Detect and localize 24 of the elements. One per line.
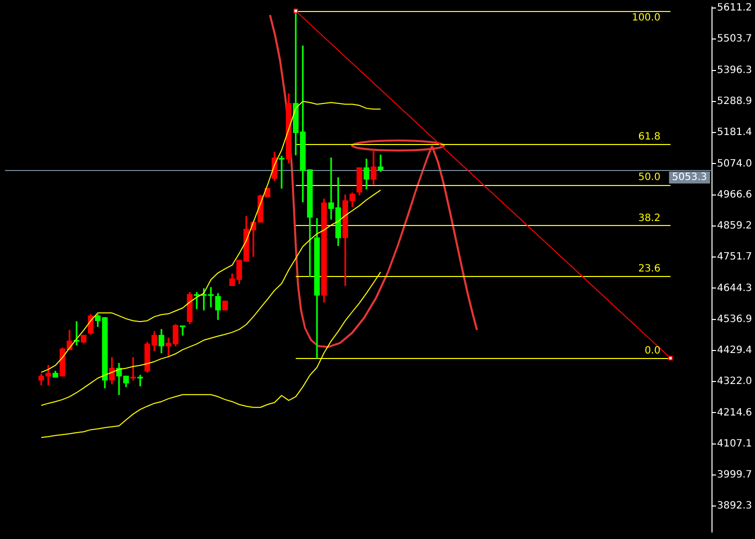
y-tick-label: 4751.7	[717, 252, 752, 263]
y-tick-label: 4322.0	[717, 376, 752, 388]
y-tick-label: 4966.6	[717, 189, 752, 200]
y-tick-label: 4536.9	[717, 314, 752, 325]
y-tick-label: 5288.9	[717, 96, 752, 107]
annotation: 50.0	[638, 172, 660, 184]
y-tick-label: 3999.7	[717, 470, 752, 481]
y-tick-label: 4429.4	[717, 345, 752, 356]
y-tick-label: 4859.2	[717, 220, 752, 232]
y-tick-label: 5074.0	[717, 158, 752, 170]
y-tick-label: 5503.7	[717, 34, 752, 45]
y-tick-label: 4644.3	[717, 282, 752, 294]
y-tick-label: 5181.4	[717, 127, 752, 138]
y-tick-label: 5396.3	[717, 64, 752, 76]
annotation: 23.6	[638, 264, 660, 275]
annotation: 61.8	[638, 131, 660, 142]
y-tick-label: 5611.2	[717, 2, 752, 14]
y-tick-label: 4214.6	[717, 407, 752, 418]
ref-line-label: 5053.3	[672, 172, 708, 184]
y-tick-label: 4107.1	[717, 438, 752, 450]
annotation: 38.2	[638, 212, 660, 224]
y-tick-label: 3892.3	[717, 500, 752, 512]
annotation: 0.0	[644, 346, 660, 357]
annotation: 100.0	[632, 12, 660, 24]
